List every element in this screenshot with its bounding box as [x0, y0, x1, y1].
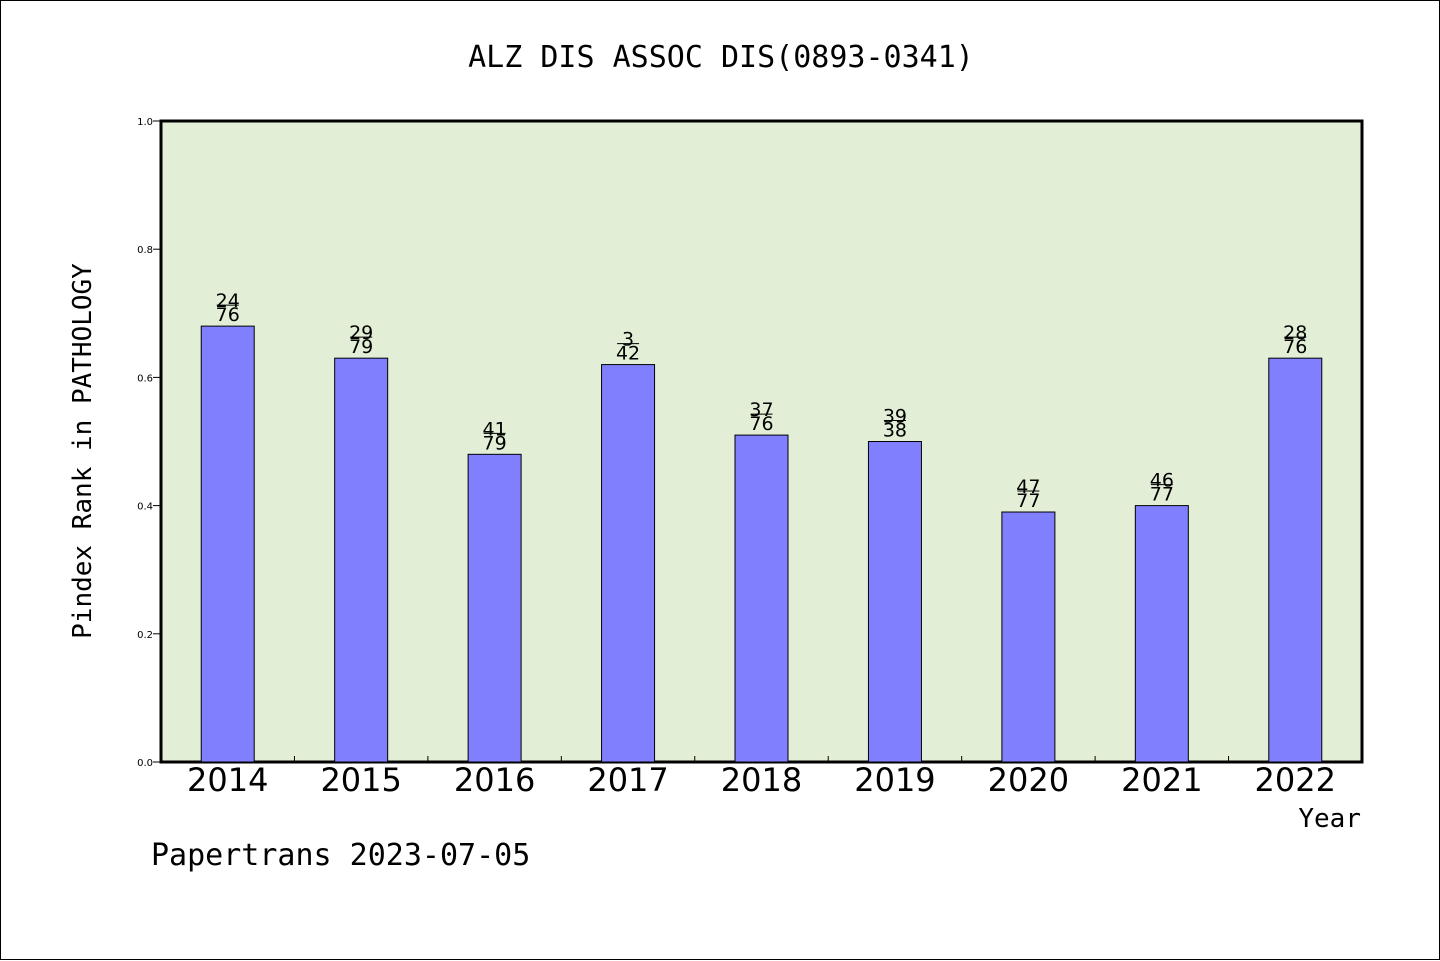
- x-tick-label: 2021: [1121, 761, 1202, 799]
- bar-total-label: 42: [616, 343, 640, 365]
- y-tick-label: 0.4: [137, 502, 153, 513]
- x-tick-label: 2018: [721, 761, 802, 799]
- x-axis-label: Year: [1298, 804, 1361, 834]
- bar: [200, 325, 255, 763]
- bar-rank-label: 24: [216, 290, 240, 312]
- bar-rank-label: 46: [1150, 470, 1174, 492]
- bar-total-label: 76: [749, 413, 773, 435]
- bar: [1001, 511, 1056, 763]
- bar: [867, 441, 922, 763]
- footer-credit: Papertrans 2023-07-05: [151, 838, 530, 873]
- bar-rank-label: 41: [483, 418, 507, 440]
- bar: [467, 453, 522, 763]
- y-tick-label: 0.8: [137, 245, 153, 256]
- y-tick-label: 0.2: [137, 630, 153, 641]
- bar-rank-label: 29: [349, 322, 373, 344]
- bar-total-label: 77: [1150, 484, 1174, 506]
- x-tick-label: 2022: [1255, 761, 1336, 799]
- bar-rank-label: 3: [622, 329, 634, 351]
- x-axis: 2014 2015 2016 2017 2018 2019 2020 2021 2022: [187, 756, 1336, 799]
- y-axis-label: Pindex Rank in PATHOLOGY: [68, 263, 98, 639]
- bar-rank-label: 28: [1283, 322, 1307, 344]
- bar-rank-label: 39: [883, 406, 907, 428]
- bar: [601, 364, 656, 763]
- x-tick-label: 2019: [854, 761, 935, 799]
- y-axis: 0.0 0.2 0.4 0.6 0.8 1.0: [137, 117, 161, 769]
- y-tick-label: 0.0: [137, 758, 153, 769]
- bar-rank-label: 37: [749, 399, 773, 421]
- bar: [1134, 505, 1189, 763]
- bar-total-label: 79: [349, 336, 373, 358]
- bar-total-label: 79: [483, 432, 507, 454]
- bar-total-label: 77: [1016, 490, 1040, 512]
- y-tick-label: 0.6: [137, 373, 153, 384]
- bar-rank-label: 47: [1016, 476, 1040, 498]
- y-tick-label: 1.0: [137, 117, 153, 128]
- bar-total-label: 76: [1283, 336, 1307, 358]
- x-tick-label: 2020: [988, 761, 1069, 799]
- x-tick-label: 2014: [187, 761, 268, 799]
- bar-total-label: 76: [216, 304, 240, 326]
- bar: [334, 357, 389, 763]
- x-tick-label: 2017: [587, 761, 668, 799]
- bar: [1268, 357, 1323, 763]
- x-tick-label: 2016: [454, 761, 535, 799]
- bar-total-label: 38: [883, 420, 907, 442]
- chart-title: ALZ DIS ASSOC DIS(0893-0341): [468, 40, 974, 75]
- x-tick-label: 2015: [320, 761, 401, 799]
- bar: [734, 434, 789, 763]
